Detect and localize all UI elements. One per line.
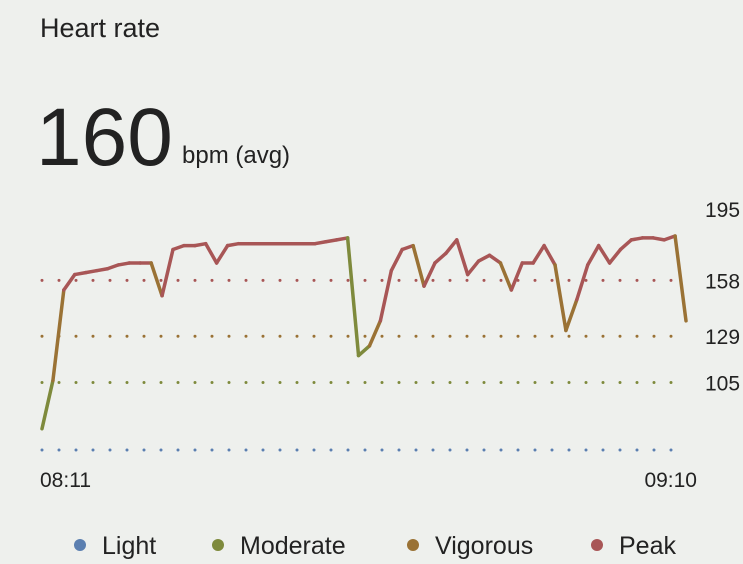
x-tick-label: 08:11 xyxy=(40,469,91,492)
line-segment xyxy=(651,236,666,242)
title: Heart rate xyxy=(40,13,160,43)
line-segment xyxy=(564,297,579,333)
line-segment xyxy=(193,241,208,248)
legend-dot xyxy=(74,539,86,551)
line-segment xyxy=(422,261,437,288)
legend-label: Peak xyxy=(619,532,676,560)
legend-dot xyxy=(407,539,419,551)
line-segment xyxy=(553,263,568,333)
line-segment xyxy=(673,234,688,323)
legend-dot xyxy=(591,539,603,551)
line-segment xyxy=(214,243,230,265)
y-tick-label: 105 xyxy=(705,373,740,396)
line-segment xyxy=(465,259,481,277)
legend-label: Vigorous xyxy=(435,532,533,560)
line-segment xyxy=(509,261,525,292)
line-segment xyxy=(662,234,677,242)
line-segment xyxy=(149,261,164,298)
line-segment xyxy=(498,261,514,292)
line-segment xyxy=(334,236,350,242)
line-segment xyxy=(160,247,175,298)
legend-label: Moderate xyxy=(240,532,346,560)
line-segment xyxy=(203,241,219,265)
line-segment xyxy=(618,238,634,252)
line-segment xyxy=(389,247,404,273)
line-segment xyxy=(345,236,361,358)
line-segment xyxy=(575,263,590,302)
line-segment xyxy=(40,378,55,431)
line-segment xyxy=(411,243,426,288)
line-segment xyxy=(105,263,121,271)
y-tick-label: 158 xyxy=(705,270,740,293)
line-segment xyxy=(116,261,132,267)
legend-label: Light xyxy=(102,532,156,560)
line-segment xyxy=(313,240,328,246)
line-segment xyxy=(455,238,470,277)
line-segment xyxy=(94,267,110,273)
line-segment xyxy=(324,238,339,244)
line-segment xyxy=(542,243,557,267)
line-segment xyxy=(356,344,372,358)
line-segment xyxy=(487,253,503,265)
legend-dot xyxy=(212,539,224,551)
line-segment xyxy=(596,243,612,265)
line-segment xyxy=(607,247,623,265)
y-tick-label: 129 xyxy=(705,326,740,349)
line-segment xyxy=(72,270,88,277)
line-segment xyxy=(171,243,186,252)
line-segment xyxy=(62,272,77,292)
line-segment xyxy=(367,319,383,348)
line-segment xyxy=(83,268,99,275)
line-segment xyxy=(476,253,492,263)
line-segment xyxy=(444,238,459,256)
line-segment xyxy=(433,251,448,265)
summary-unit: bpm (avg) xyxy=(182,142,290,169)
line-segment xyxy=(400,243,415,252)
x-tick-label: 09:10 xyxy=(644,469,697,492)
summary-value: 160 xyxy=(36,92,173,183)
line-segment xyxy=(51,288,66,383)
line-segment xyxy=(629,236,645,242)
line-segment xyxy=(531,243,546,265)
line-segment xyxy=(378,268,394,323)
line-segment xyxy=(586,243,601,267)
y-tick-label: 195 xyxy=(705,199,740,222)
line-segment xyxy=(225,241,241,248)
